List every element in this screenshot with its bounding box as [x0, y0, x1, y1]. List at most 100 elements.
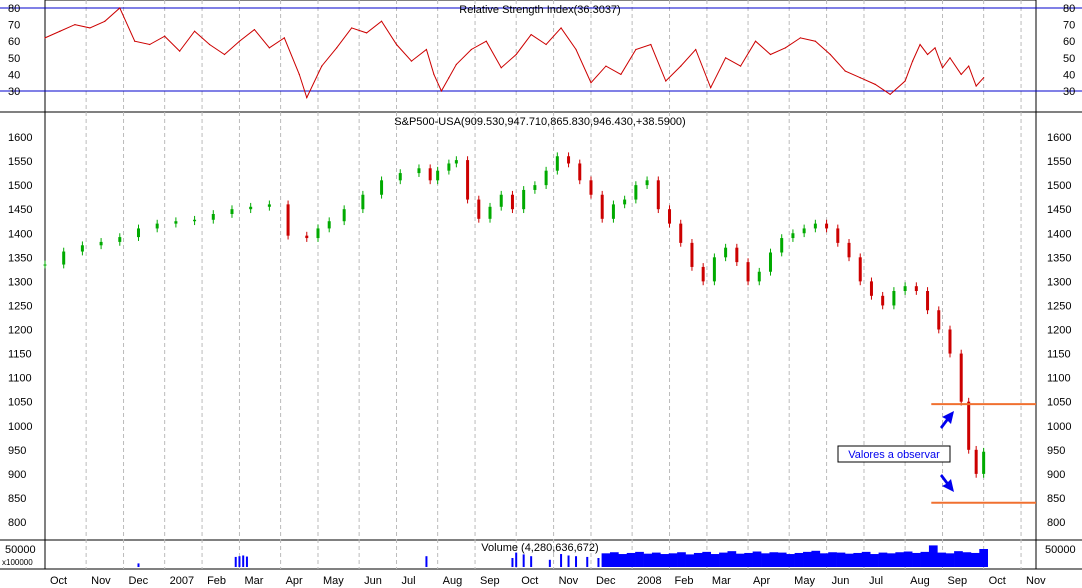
rsi-point: [351, 27, 353, 29]
rsi-ytick-right: 80: [1063, 3, 1075, 15]
rsi-point: [89, 27, 91, 29]
price-ytick-left: 1500: [8, 180, 32, 192]
rsi-point: [635, 48, 637, 51]
rsi-point: [515, 53, 517, 56]
candle-body: [858, 257, 862, 282]
rsi-point: [941, 67, 944, 69]
volume-bar: [803, 551, 812, 567]
volume-bar: [761, 553, 770, 567]
volume-bar: [530, 556, 533, 567]
volume-bar: [651, 552, 661, 567]
price-ytick-right: 1350: [1047, 252, 1071, 264]
volume-bar: [954, 551, 963, 567]
volume-panel: 50000 50000: [5, 544, 1076, 567]
volume-bar: [962, 552, 972, 567]
volume-bar: [769, 552, 779, 567]
x-tick-label: Feb: [207, 575, 226, 587]
rsi-point: [725, 57, 727, 59]
rsi-point: [530, 33, 532, 36]
x-tick-label: Oct: [989, 575, 1006, 587]
price-ytick-right: 1500: [1047, 180, 1071, 192]
candle-body: [43, 264, 47, 266]
rsi-point: [799, 37, 802, 39]
volume-ytick-right: 50000: [1045, 544, 1076, 556]
price-ytick-right: 1250: [1047, 300, 1071, 312]
volume-title: Volume (4,280,636,672): [481, 542, 598, 554]
price-ytick-right: 1200: [1047, 325, 1071, 337]
candle-body: [712, 257, 716, 282]
price-ytick-left: 900: [8, 469, 26, 481]
x-tick-label: Apr: [286, 575, 303, 587]
rsi-point: [620, 73, 622, 75]
candle-body: [982, 451, 986, 474]
rsi-point: [366, 32, 368, 34]
candle-body: [193, 219, 197, 222]
candle-body: [230, 209, 234, 214]
volume-bar: [903, 551, 913, 567]
volume-bar: [560, 554, 563, 567]
candle-body: [623, 199, 627, 205]
rsi-point: [784, 47, 787, 49]
volume-bar: [945, 553, 955, 567]
volume-bar: [811, 550, 821, 567]
x-tick-label: Aug: [910, 575, 930, 587]
volume-bar: [567, 555, 570, 567]
rsi-point: [605, 65, 607, 67]
volume-bar: [548, 559, 551, 567]
rsi-point: [500, 67, 502, 69]
rsi-point: [754, 40, 757, 42]
x-tick-label: 2007: [170, 575, 194, 587]
candle-body: [926, 291, 930, 311]
price-ytick-left: 1150: [8, 349, 32, 361]
volume-bar: [861, 551, 871, 567]
volume-bar: [794, 552, 804, 567]
x-tick-label: May: [794, 575, 815, 587]
rsi-point: [134, 40, 136, 42]
x-tick-label: Nov: [91, 575, 111, 587]
rsi-point: [283, 37, 285, 39]
x-tick-label: Jun: [364, 575, 382, 587]
rsi-ytick-right: 60: [1063, 36, 1075, 48]
volume-ytick-left: 50000: [5, 544, 36, 556]
candle-body: [398, 173, 402, 181]
candle-body: [937, 310, 941, 330]
volume-bar: [719, 552, 728, 567]
rsi-point: [179, 50, 181, 52]
rsi-point: [904, 80, 906, 82]
candle-body: [600, 194, 604, 219]
price-title: S&P500-USA(909.530,947.710,865.830,946.4…: [394, 116, 685, 128]
candle-body: [802, 228, 806, 234]
volume-bar: [635, 551, 644, 567]
plot-border: [44, 0, 1037, 570]
candle-body: [780, 238, 784, 253]
rsi-ytick-right: 50: [1063, 53, 1075, 65]
rsi-ytick-right: 70: [1063, 20, 1075, 32]
candle-body: [510, 194, 514, 210]
annotation-box: [837, 445, 951, 463]
rsi-point: [859, 77, 861, 79]
price-ytick-right: 1450: [1047, 204, 1071, 216]
rsi-point: [975, 85, 977, 87]
rsi-point: [911, 60, 914, 62]
candle-body: [447, 163, 451, 171]
candle-body: [417, 168, 421, 174]
candle-body: [544, 170, 548, 186]
rsi-ytick-right: 40: [1063, 69, 1075, 81]
rsi-point: [874, 83, 876, 85]
volume-bar: [895, 552, 905, 567]
x-tick-label: Mar: [244, 575, 263, 587]
volume-bar: [245, 556, 248, 567]
volume-bar: [928, 545, 938, 567]
rsi-point: [336, 47, 338, 49]
rsi-ytick-left: 50: [8, 53, 20, 65]
rsi-point: [590, 82, 592, 84]
rsi-point: [193, 30, 196, 32]
volume-bar: [752, 551, 762, 567]
candle-body: [656, 180, 660, 210]
rsi-point: [844, 70, 846, 72]
rsi-point: [575, 48, 577, 51]
rsi-point: [470, 48, 472, 51]
candle-body: [589, 180, 593, 195]
candle-body: [701, 266, 705, 282]
